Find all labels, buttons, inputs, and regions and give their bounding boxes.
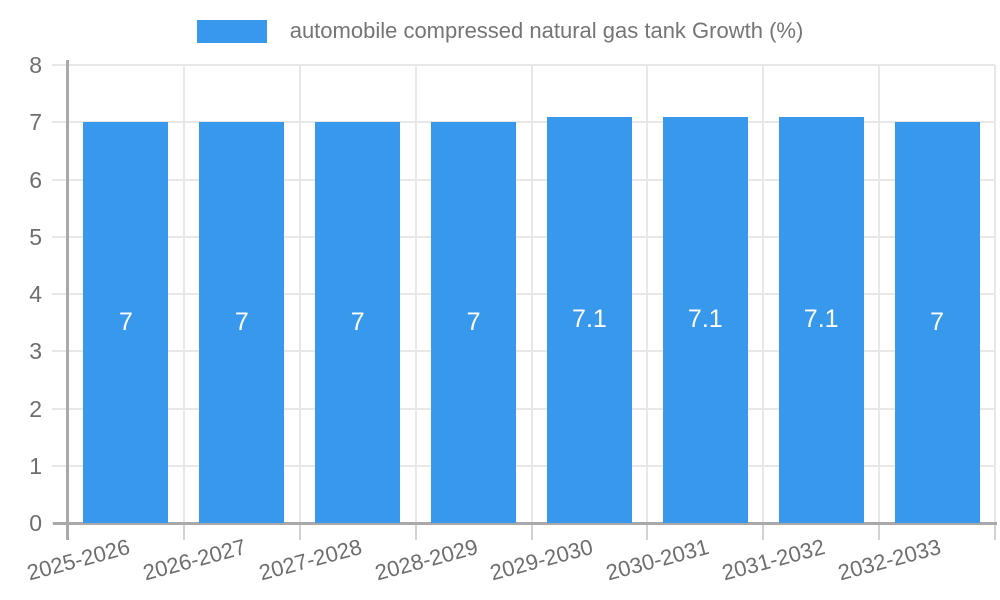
x-tick-mark	[182, 525, 185, 540]
y-axis-label: 6	[29, 166, 42, 193]
y-tick-mark	[52, 235, 66, 238]
bar-value-label: 7.1	[687, 305, 723, 334]
bar-2027-2028[interactable]: 7	[315, 122, 401, 523]
bar-2030-2031[interactable]: 7.1	[662, 116, 748, 523]
y-axis-label: 4	[29, 281, 42, 307]
x-tick-mark	[994, 525, 996, 540]
v-gridline	[878, 65, 881, 523]
y-axis-label: 0	[29, 510, 42, 536]
y-tick-mark	[52, 350, 66, 353]
legend-label: automobile compressed natural gas tank G…	[289, 18, 804, 43]
bar-value-label: 7	[118, 308, 133, 337]
y-tick-mark	[52, 407, 66, 410]
y-tick-mark	[52, 121, 66, 124]
x-tick-mark	[414, 525, 417, 540]
y-axis-label: 3	[29, 338, 42, 365]
v-gridline	[530, 65, 533, 523]
v-gridline	[994, 65, 996, 523]
y-axis-label: 1	[29, 452, 42, 479]
y-tick-mark	[52, 178, 66, 181]
chart-legend[interactable]: automobile compressed natural gas tank G…	[0, 17, 1000, 45]
y-axis-line	[66, 60, 69, 540]
v-gridline	[298, 65, 301, 523]
v-gridline	[762, 65, 765, 523]
bar-value-label: 7.1	[572, 305, 607, 334]
y-axis-label: 7	[29, 109, 42, 136]
x-axis-line	[53, 522, 997, 525]
v-gridline	[182, 65, 185, 523]
bar-2032-2033[interactable]: 7	[894, 122, 980, 523]
bar-2031-2032[interactable]: 7.1	[778, 116, 864, 523]
bar-2026-2027[interactable]: 7	[199, 122, 285, 523]
bar-2025-2026[interactable]: 7	[83, 122, 169, 523]
y-tick-mark	[52, 464, 66, 467]
legend-swatch	[196, 19, 267, 43]
y-tick-mark	[52, 293, 66, 295]
v-gridline	[646, 65, 649, 523]
x-tick-mark	[646, 525, 649, 540]
y-axis-label: 5	[29, 223, 42, 250]
bar-value-label: 7.1	[803, 305, 839, 334]
bar-value-label: 7	[930, 308, 945, 337]
y-axis-label: 2	[29, 395, 42, 422]
x-tick-mark	[762, 525, 765, 540]
bar-value-label: 7	[350, 308, 365, 337]
y-axis-label: 8	[29, 52, 42, 78]
x-tick-mark	[878, 525, 881, 540]
bar-value-label: 7	[234, 308, 249, 337]
bar-2029-2030[interactable]: 7.1	[546, 116, 632, 523]
x-tick-mark	[530, 525, 533, 540]
bar-value-label: 7	[466, 308, 481, 337]
v-gridline	[414, 65, 417, 523]
y-tick-mark	[52, 64, 66, 66]
x-tick-mark	[298, 525, 301, 540]
bar-2028-2029[interactable]: 7	[431, 122, 517, 523]
